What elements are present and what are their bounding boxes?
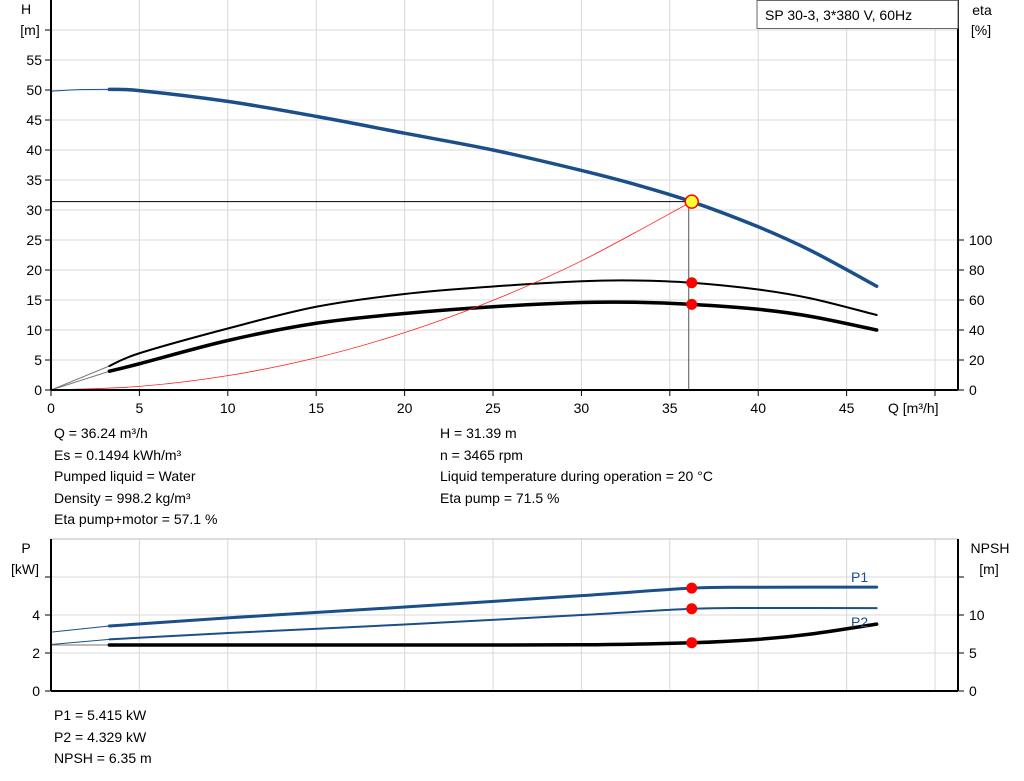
x-tick-label: 35 bbox=[662, 400, 678, 416]
p-tick-label: 4 bbox=[32, 607, 40, 623]
y-tick-label: 45 bbox=[26, 112, 42, 128]
x-tick-label: 20 bbox=[397, 400, 413, 416]
p2-extension bbox=[50, 638, 110, 645]
eta-axis-label: eta bbox=[972, 2, 992, 18]
info-speed: n = 3465 rpm bbox=[440, 446, 523, 463]
info-p1: P1 = 5.415 kW bbox=[54, 707, 147, 723]
p1-series-label: P1 bbox=[851, 569, 868, 585]
p-axis-label: P bbox=[21, 540, 30, 556]
eta-pump-operating-point bbox=[686, 277, 698, 289]
npsh-tick-label: 0 bbox=[969, 683, 977, 699]
info-eta-pump: Eta pump = 71.5 % bbox=[440, 489, 560, 506]
x-tick-label: 5 bbox=[136, 400, 144, 416]
x-tick-label: 45 bbox=[839, 400, 855, 416]
npsh-tick-label: 5 bbox=[969, 645, 977, 661]
eta-axis-unit: [%] bbox=[971, 22, 991, 38]
x-tick-label: 25 bbox=[485, 400, 501, 416]
y-tick-label: 15 bbox=[26, 292, 42, 308]
y-tick-label: 5 bbox=[34, 352, 42, 368]
p2-operating-point bbox=[686, 603, 698, 615]
y-tick-label: 30 bbox=[26, 202, 42, 218]
h-axis-label: H bbox=[21, 1, 31, 17]
p2-series-label: P2 bbox=[851, 614, 868, 630]
p-axis-unit: [kW] bbox=[11, 561, 39, 577]
bottom-grid bbox=[50, 539, 958, 692]
x-tick-label: 15 bbox=[308, 400, 324, 416]
chart-marks bbox=[50, 87, 879, 649]
info-npsh: NPSH = 6.35 m bbox=[54, 750, 152, 766]
eta-pump-motor-operating-point bbox=[686, 298, 698, 310]
eta-tick-label: 20 bbox=[969, 352, 985, 368]
q-axis-label: Q [m³/h] bbox=[888, 400, 939, 416]
npsh-axis-unit: [m] bbox=[979, 561, 998, 577]
npsh-tick-label: 10 bbox=[969, 607, 985, 623]
info-temperature: Liquid temperature during operation = 20… bbox=[440, 468, 713, 484]
info-specific-energy: Es = 0.1494 kWh/m³ bbox=[54, 446, 182, 463]
legend-title: SP 30-3, 3*380 V, 60Hz bbox=[765, 7, 912, 23]
eta-tick-label: 0 bbox=[969, 382, 977, 398]
p-tick-label: 0 bbox=[32, 683, 40, 699]
eta-tick-label: 100 bbox=[969, 232, 993, 248]
x-tick-label: 10 bbox=[220, 400, 236, 416]
npsh-operating-point bbox=[686, 637, 698, 649]
eta-pump-curve bbox=[108, 279, 878, 367]
p1-extension bbox=[50, 625, 110, 633]
x-tick-label: 40 bbox=[750, 400, 766, 416]
eta-pump-motor-curve bbox=[107, 300, 879, 373]
system-curve-curve bbox=[50, 201, 693, 391]
h-axis-unit: [m] bbox=[20, 22, 39, 38]
info-p2: P2 = 4.329 kW bbox=[54, 728, 147, 745]
y-tick-label: 35 bbox=[26, 172, 42, 188]
p1-operating-point bbox=[686, 582, 698, 594]
eta-pump-extension bbox=[50, 365, 110, 391]
y-tick-label: 10 bbox=[26, 322, 42, 338]
eta-tick-label: 60 bbox=[969, 292, 985, 308]
info-eta-pump-motor: Eta pump+motor = 57.1 % bbox=[54, 511, 218, 527]
y-tick-label: 55 bbox=[26, 52, 42, 68]
p1-curve bbox=[107, 585, 879, 628]
chart-axes: 0 5 10 15 20 25 30 35 40 450510152025303540455055… bbox=[26, 0, 993, 699]
x-tick-label: 30 bbox=[574, 400, 590, 416]
npsh-axis-label: NPSH bbox=[971, 540, 1010, 556]
power-info: P1 = 5.415 kW P2 = 4.329 kW NPSH = 6.35 … bbox=[54, 705, 152, 770]
top-grid bbox=[50, 0, 958, 391]
npsh-curve bbox=[107, 622, 879, 647]
x-tick-label: 0 bbox=[47, 400, 55, 416]
y-tick-label: 40 bbox=[26, 142, 42, 158]
y-tick-label: 0 bbox=[34, 382, 42, 398]
info-density: Density = 998.2 kg/m³ bbox=[54, 489, 191, 506]
operating-info-right: H = 31.39 m n = 3465 rpm Liquid temperat… bbox=[440, 423, 713, 509]
operating-info-left: Q = 36.24 m³/h Es = 0.1494 kWh/m³ Pumped… bbox=[54, 423, 217, 531]
h-curve bbox=[107, 87, 879, 288]
p-tick-label: 2 bbox=[32, 645, 40, 661]
info-flow: Q = 36.24 m³/h bbox=[54, 425, 148, 441]
eta-tick-label: 80 bbox=[969, 262, 985, 278]
y-tick-label: 50 bbox=[26, 82, 42, 98]
info-liquid: Pumped liquid = Water bbox=[54, 468, 196, 484]
y-tick-label: 20 bbox=[26, 262, 42, 278]
eta-pump-motor-extension bbox=[50, 370, 110, 391]
h-extension bbox=[50, 88, 110, 92]
legend-box: SP 30-3, 3*380 V, 60Hz bbox=[756, 0, 959, 29]
info-head: H = 31.39 m bbox=[440, 425, 517, 441]
duty-point bbox=[684, 194, 699, 209]
p2-curve bbox=[108, 606, 878, 641]
eta-tick-label: 40 bbox=[969, 322, 985, 338]
y-tick-label: 25 bbox=[26, 232, 42, 248]
